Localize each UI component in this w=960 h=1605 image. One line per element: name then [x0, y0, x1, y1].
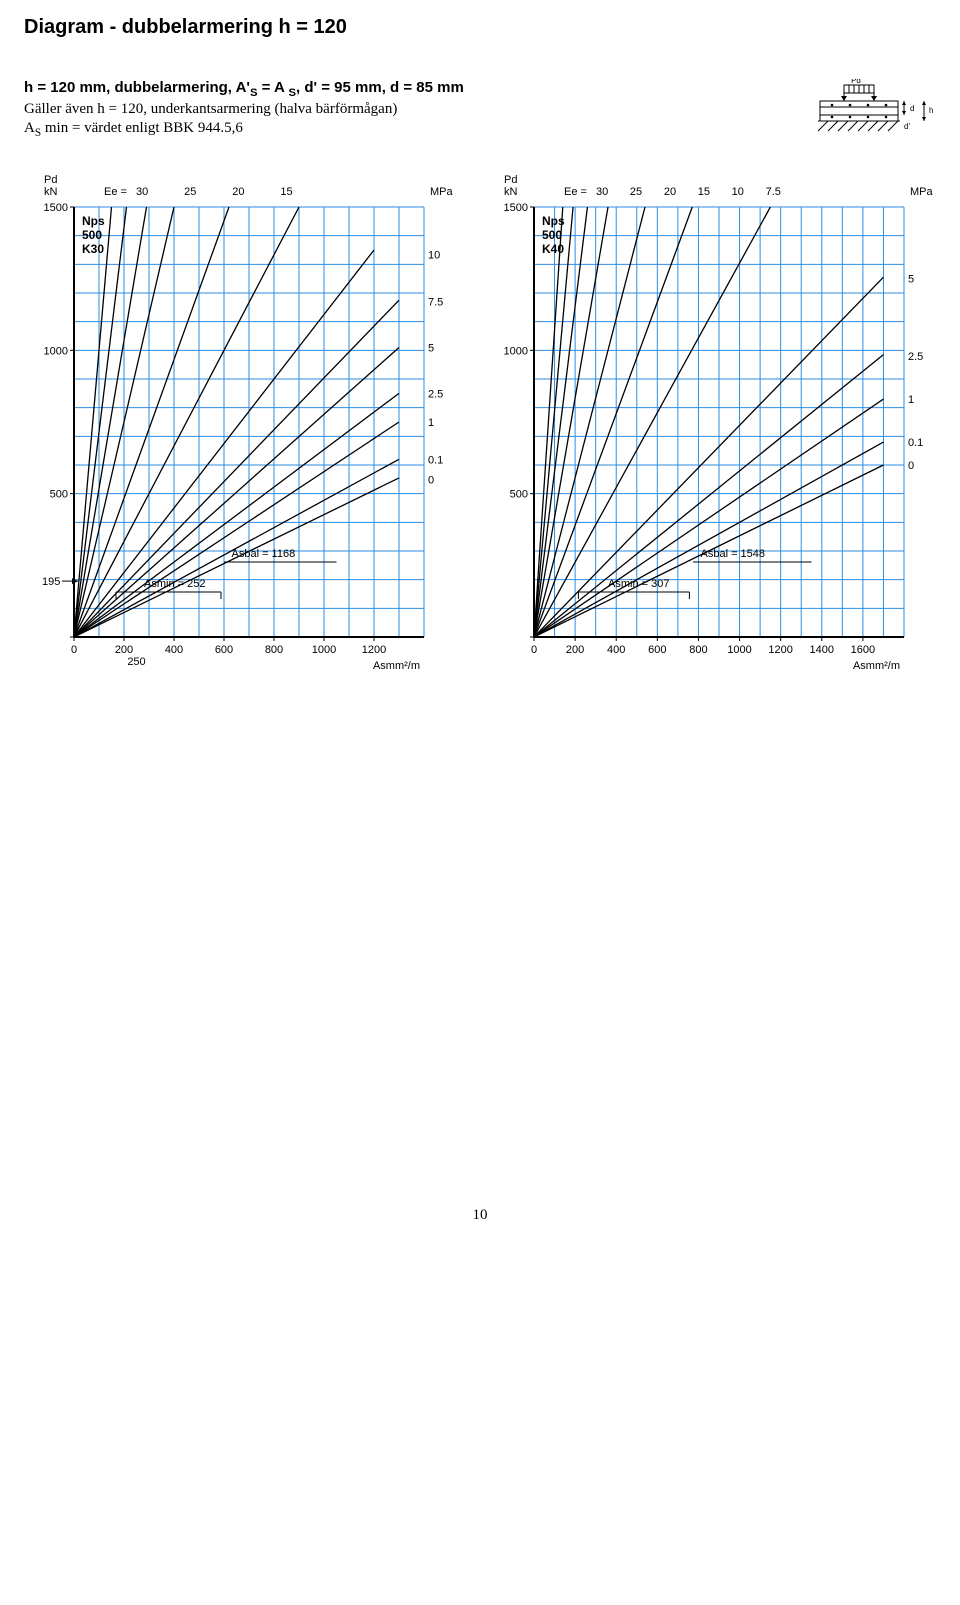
svg-text:Asbal = 1548: Asbal = 1548 [701, 548, 766, 560]
svg-text:MPa: MPa [430, 186, 454, 198]
intro-l3-pre: A [24, 120, 35, 136]
svg-text:200: 200 [566, 644, 584, 656]
svg-text:400: 400 [607, 644, 625, 656]
svg-text:7.5: 7.5 [766, 186, 781, 198]
svg-text:K30: K30 [82, 242, 104, 256]
svg-text:Ee =: Ee = [104, 186, 127, 198]
svg-text:K40: K40 [542, 242, 564, 256]
svg-text:600: 600 [648, 644, 666, 656]
charts-row: 50010001500020040060080010001200250107.5… [24, 167, 936, 687]
svg-text:800: 800 [689, 644, 707, 656]
svg-text:15: 15 [280, 186, 292, 198]
svg-text:1000: 1000 [727, 644, 751, 656]
chart-left: 50010001500020040060080010001200250107.5… [24, 167, 464, 687]
svg-text:0: 0 [908, 460, 914, 472]
svg-text:MPa: MPa [910, 186, 934, 198]
svg-text:15: 15 [698, 186, 710, 198]
svg-text:1000: 1000 [312, 644, 336, 656]
sub-s: S [250, 87, 258, 99]
svg-text:0.1: 0.1 [908, 437, 923, 449]
svg-text:kN: kN [44, 186, 58, 198]
sub-s3: S [35, 127, 41, 139]
svg-text:800: 800 [265, 644, 283, 656]
svg-text:1: 1 [428, 417, 434, 429]
svg-text:0.1: 0.1 [428, 454, 443, 466]
svg-text:kN: kN [504, 186, 518, 198]
svg-text:500: 500 [542, 228, 562, 242]
intro-block: h = 120 mm, dubbelarmering, A'S = A S, d… [24, 79, 936, 149]
svg-text:1: 1 [908, 394, 914, 406]
chart-left-wrap: 50010001500020040060080010001200250107.5… [24, 167, 464, 687]
svg-text:1400: 1400 [810, 644, 834, 656]
svg-text:0: 0 [428, 474, 434, 486]
svg-text:Asmm²/m: Asmm²/m [853, 660, 900, 672]
svg-text:Asmin = 252: Asmin = 252 [144, 578, 205, 590]
svg-text:Nps: Nps [542, 214, 565, 228]
svg-text:2.5: 2.5 [908, 351, 923, 363]
intro-l1-post: , d' = 95 mm, d = 85 mm [296, 79, 464, 96]
sub-s2: S [289, 87, 297, 99]
svg-text:10: 10 [428, 249, 440, 261]
svg-text:1200: 1200 [362, 644, 386, 656]
svg-text:20: 20 [232, 186, 244, 198]
svg-text:600: 600 [215, 644, 233, 656]
svg-text:0: 0 [71, 644, 77, 656]
svg-text:25: 25 [630, 186, 642, 198]
svg-text:Ee =: Ee = [564, 186, 587, 198]
intro-l1-pre: h = 120 mm, dubbelarmering, A' [24, 79, 250, 96]
svg-text:1000: 1000 [504, 345, 528, 357]
svg-text:Asmm²/m: Asmm²/m [373, 660, 420, 672]
chart-right-wrap: 5001000150002004006008001000120014001600… [484, 167, 944, 687]
intro-line1: h = 120 mm, dubbelarmering, A'S = A S, d… [24, 79, 464, 99]
svg-text:5: 5 [428, 342, 434, 354]
svg-text:20: 20 [664, 186, 676, 198]
svg-text:195: 195 [42, 576, 60, 588]
svg-text:500: 500 [82, 228, 102, 242]
svg-text:1500: 1500 [44, 202, 68, 214]
chart-right: 5001000150002004006008001000120014001600… [484, 167, 944, 687]
svg-text:30: 30 [136, 186, 148, 198]
svg-text:Nps: Nps [82, 214, 105, 228]
svg-text:5: 5 [908, 274, 914, 286]
cross-d: d [910, 104, 914, 113]
svg-text:0: 0 [531, 644, 537, 656]
svg-text:25: 25 [184, 186, 196, 198]
cross-h: h [929, 106, 933, 115]
svg-text:500: 500 [50, 489, 68, 501]
cross-pd: Pd [851, 79, 861, 85]
svg-text:1500: 1500 [504, 202, 528, 214]
svg-text:400: 400 [165, 644, 183, 656]
intro-l3-post: min = värdet enligt BBK 944.5,6 [45, 120, 243, 136]
svg-text:10: 10 [732, 186, 744, 198]
svg-text:7.5: 7.5 [428, 297, 443, 309]
svg-text:1600: 1600 [851, 644, 875, 656]
cross-dprime: d' [904, 122, 910, 131]
svg-text:30: 30 [596, 186, 608, 198]
page-number: 10 [24, 1207, 936, 1224]
svg-text:250: 250 [127, 656, 145, 668]
svg-text:Asbal = 1168: Asbal = 1168 [232, 548, 296, 560]
svg-text:Pd: Pd [44, 174, 57, 186]
svg-text:500: 500 [510, 489, 528, 501]
svg-text:1000: 1000 [44, 345, 68, 357]
intro-line2: Gäller även h = 120, underkantsarmering … [24, 101, 464, 118]
svg-text:Pd: Pd [504, 174, 517, 186]
intro-text: h = 120 mm, dubbelarmering, A'S = A S, d… [24, 79, 464, 141]
svg-text:Asmin = 307: Asmin = 307 [608, 578, 669, 590]
svg-text:1200: 1200 [768, 644, 792, 656]
intro-line3: AS min = värdet enligt BBK 944.5,6 [24, 120, 464, 139]
cross-section-icon: Pd d d' h [806, 79, 936, 149]
svg-text:200: 200 [115, 644, 133, 656]
page-title: Diagram - dubbelarmering h = 120 [24, 16, 936, 39]
svg-text:2.5: 2.5 [428, 388, 443, 400]
